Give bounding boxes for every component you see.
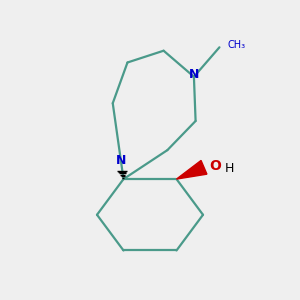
Text: O: O [209,159,221,173]
Polygon shape [176,160,207,179]
Text: N: N [116,154,127,167]
Text: N: N [189,68,199,81]
Text: CH₃: CH₃ [227,40,245,50]
Text: H: H [225,162,234,175]
